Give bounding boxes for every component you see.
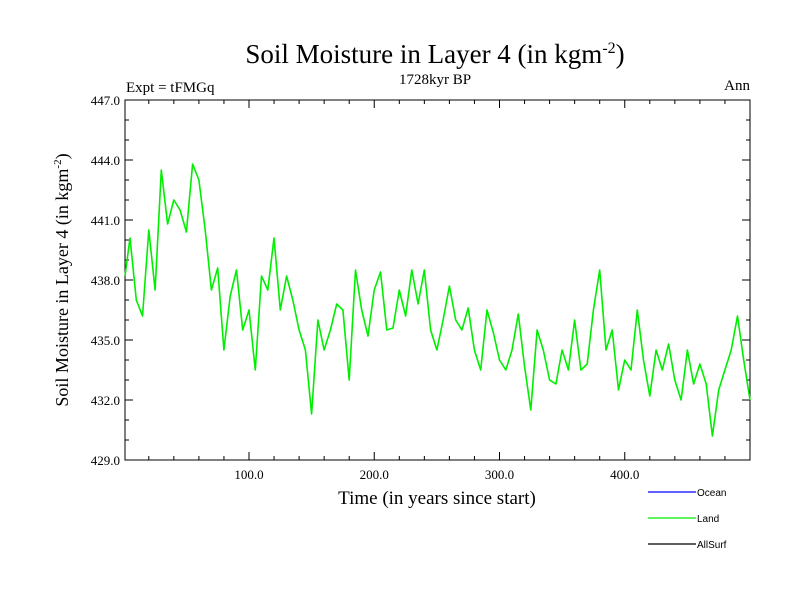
x-tick-label: 100.0 xyxy=(234,467,263,482)
axis-ticks xyxy=(125,99,750,461)
y-tick-label: 432.0 xyxy=(91,393,120,408)
y-tick-label: 438.0 xyxy=(91,273,120,288)
legend-label-allsurf: AllSurf xyxy=(697,540,727,551)
series-group xyxy=(124,163,751,437)
y-tick-label: 435.0 xyxy=(91,333,120,348)
x-axis-label: Time (in years since start) xyxy=(338,488,536,509)
experiment-label: Expt = tFMGq xyxy=(126,80,215,96)
legend-label-land: Land xyxy=(697,514,719,525)
legend-label-ocean: Ocean xyxy=(697,488,726,499)
x-tick-label: 400.0 xyxy=(610,467,639,482)
legend: Ocean Land AllSurf xyxy=(648,488,727,551)
y-tick-label: 444.0 xyxy=(91,153,120,168)
axis-tick-labels: 100.0 200.0 300.0 400.0 429.0 432.0 435.0 438.0… xyxy=(91,93,640,482)
chart-subtitle: 1728kyr BP xyxy=(399,72,471,88)
chart-title: Soil Moisture in Layer 4 (in kgm-2) xyxy=(245,39,624,69)
y-tick-label: 447.0 xyxy=(91,93,120,108)
season-label: Ann xyxy=(724,78,750,94)
y-axis-label: Soil Moisture in Layer 4 (in kgm-2) xyxy=(52,153,73,406)
x-tick-label: 200.0 xyxy=(360,467,389,482)
x-tick-label: 300.0 xyxy=(485,467,514,482)
y-tick-label: 429.0 xyxy=(91,453,120,468)
y-tick-label: 441.0 xyxy=(91,213,120,228)
series-line-land xyxy=(124,163,751,437)
